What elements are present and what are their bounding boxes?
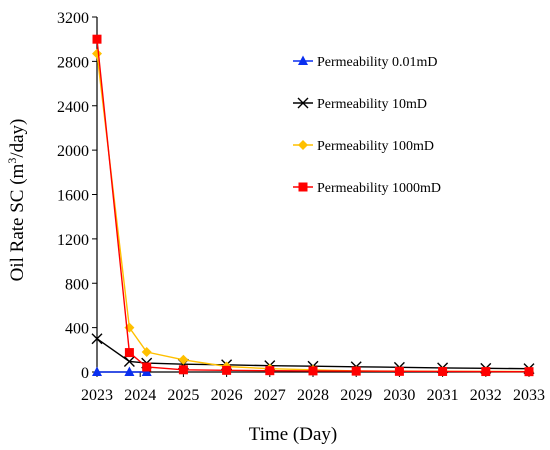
data-point [308,366,318,376]
data-point [524,367,534,377]
legend-marker [298,182,308,192]
data-point [142,362,152,372]
y-tick-label: 2000 [57,143,89,160]
x-axis-ticks: 2023 2024 2025 2026 2027 2028 2029 2030 2031 2032… [81,372,545,404]
legend-item: Permeability 10mD [293,97,427,112]
y-axis-ticks: 0 400 800 1200 1600 2000 2400 2800 3200 [57,10,97,382]
series-line [96,53,530,373]
series-line [96,39,530,373]
y-tick-label: 400 [65,321,89,338]
x-tick-label: 2033 [513,387,545,404]
y-tick-label: 2400 [57,99,89,116]
legend-item: Permeability 0.01mD [293,55,438,70]
legend-label: Permeability 1000mD [317,181,441,196]
y-axis-title-end: /day) [7,119,28,158]
series-2 [92,48,534,377]
series-layer [91,34,535,377]
legend-item: Permeability 1000mD [293,181,441,196]
legend-label: Permeability 100mD [317,139,434,154]
x-tick-label: 2031 [427,387,459,404]
series-line [96,338,530,370]
data-point [222,365,232,375]
x-tick-label: 2023 [81,387,113,404]
data-point [178,354,189,365]
x-axis-title: Time (Day) [249,424,338,445]
data-point [178,365,188,375]
data-point [123,355,135,367]
legend-label: Permeability 0.01mD [317,55,438,70]
y-tick-label: 1600 [57,188,89,205]
x-tick-label: 2025 [167,387,199,404]
x-tick-label: 2024 [124,387,156,404]
legend-marker [297,97,309,109]
series-3 [92,34,534,377]
x-tick-label: 2026 [211,387,243,404]
legend-item: Permeability 100mD [293,139,434,154]
legend-marker [298,140,308,150]
data-point [481,367,491,377]
legend: Permeability 0.01mD Permeability 10mD Perm… [293,55,441,196]
y-axis-title: Oil Rate SC (m3/day) [5,119,28,282]
y-tick-label: 1200 [57,232,89,249]
series-0 [92,366,152,376]
y-axis-title-superscript: 3 [5,158,19,164]
axes [96,17,529,373]
data-point [91,333,103,345]
data-point [351,366,361,376]
data-point [265,366,275,376]
y-tick-label: 800 [65,276,89,293]
data-point [394,366,404,376]
data-point [124,348,134,358]
x-tick-label: 2029 [340,387,372,404]
x-tick-label: 2027 [254,387,286,404]
x-tick-label: 2030 [383,387,415,404]
data-point [438,366,448,376]
y-tick-label: 3200 [57,10,89,27]
data-point [92,366,102,376]
data-point [141,347,152,358]
data-point [92,34,102,44]
data-point [92,48,102,59]
x-tick-label: 2032 [470,387,502,404]
x-tick-label: 2028 [297,387,329,404]
legend-marker [298,55,308,65]
y-axis-title-main: Oil Rate SC (m [7,163,28,281]
data-point [124,366,135,376]
y-tick-label: 0 [81,365,89,382]
y-tick-label: 2800 [57,54,89,71]
legend-label: Permeability 10mD [317,97,427,112]
